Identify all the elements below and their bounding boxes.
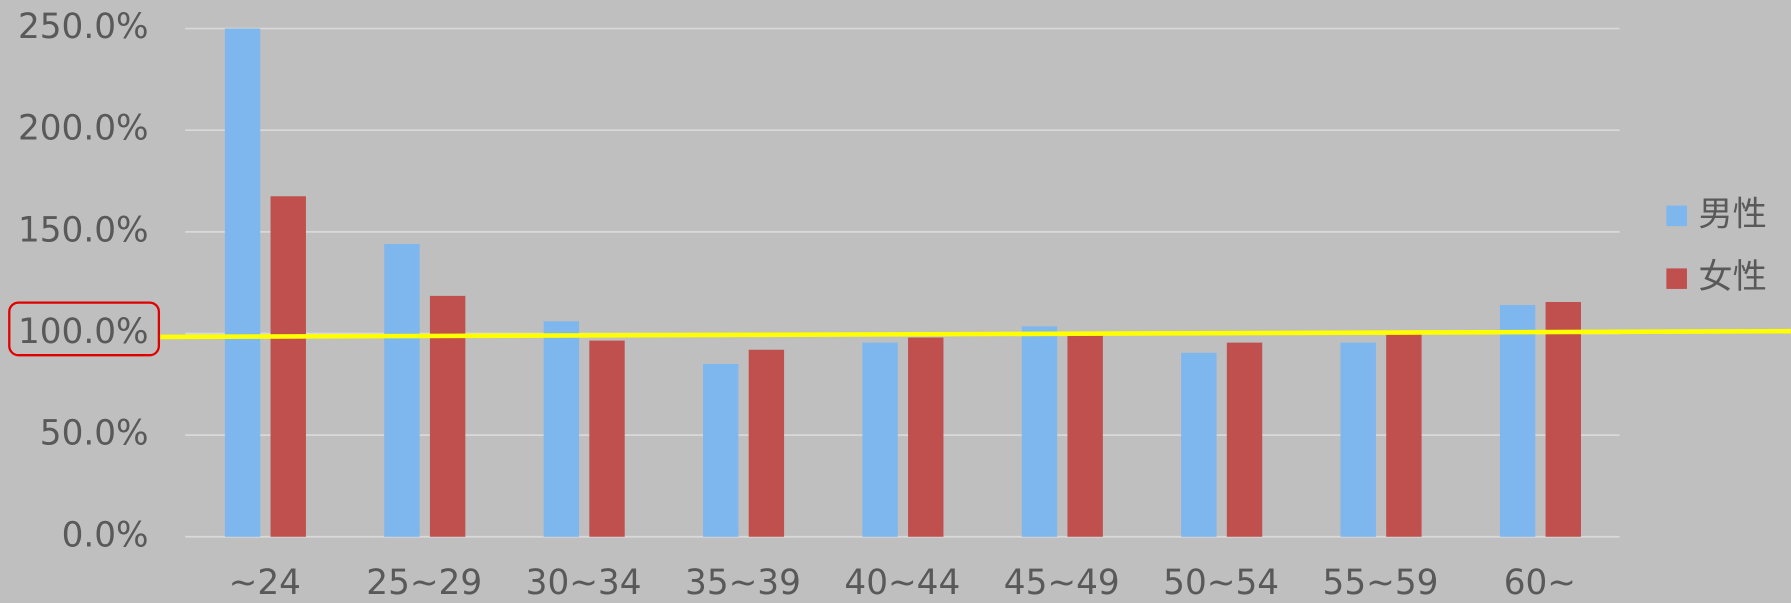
bar bbox=[908, 337, 944, 537]
y-tick-label: 50.0% bbox=[40, 414, 149, 454]
bar bbox=[703, 363, 739, 537]
bar bbox=[1181, 352, 1217, 537]
y-tick-label: 0.0% bbox=[62, 515, 149, 555]
legend-label: 男性 bbox=[1698, 194, 1767, 234]
y-tick-label: 100.0% bbox=[18, 312, 149, 352]
bar bbox=[1386, 334, 1422, 537]
bar bbox=[429, 295, 466, 537]
legend-swatch bbox=[1666, 268, 1687, 289]
x-tick-label: 55~59 bbox=[1323, 563, 1439, 603]
bar bbox=[589, 340, 625, 537]
bar bbox=[1545, 301, 1581, 537]
x-tick-label: 50~54 bbox=[1163, 563, 1279, 603]
bar bbox=[1067, 334, 1103, 537]
bar bbox=[748, 349, 785, 537]
bar bbox=[1226, 342, 1263, 537]
bar bbox=[543, 321, 580, 537]
bar bbox=[384, 244, 420, 537]
y-tick-label: 200.0% bbox=[18, 109, 149, 149]
x-tick-label: 60~ bbox=[1504, 563, 1576, 603]
bar bbox=[1340, 342, 1376, 537]
x-tick-label: 30~34 bbox=[526, 563, 642, 603]
x-tick-label: 40~44 bbox=[844, 563, 960, 603]
bar bbox=[270, 196, 306, 537]
y-tick-label: 150.0% bbox=[18, 210, 149, 250]
highlight-box bbox=[8, 301, 161, 357]
bar bbox=[224, 28, 261, 537]
plot-area: 0.0% 50.0% 100.0% 150.0% 200.0% 250.0% ~24 25~2… bbox=[18, 7, 1620, 603]
x-tick-label: 45~49 bbox=[1004, 563, 1120, 603]
reference-line bbox=[160, 328, 1791, 340]
legend-label: 女性 bbox=[1698, 257, 1767, 297]
x-tick-label: ~24 bbox=[229, 563, 301, 603]
x-tick-label: 25~29 bbox=[366, 563, 482, 603]
y-tick-label: 250.0% bbox=[18, 7, 149, 47]
x-tick-label: 35~39 bbox=[685, 563, 801, 603]
legend-swatch bbox=[1666, 205, 1687, 227]
bar bbox=[1021, 326, 1058, 537]
bar bbox=[862, 342, 898, 537]
bar bbox=[1499, 305, 1536, 537]
